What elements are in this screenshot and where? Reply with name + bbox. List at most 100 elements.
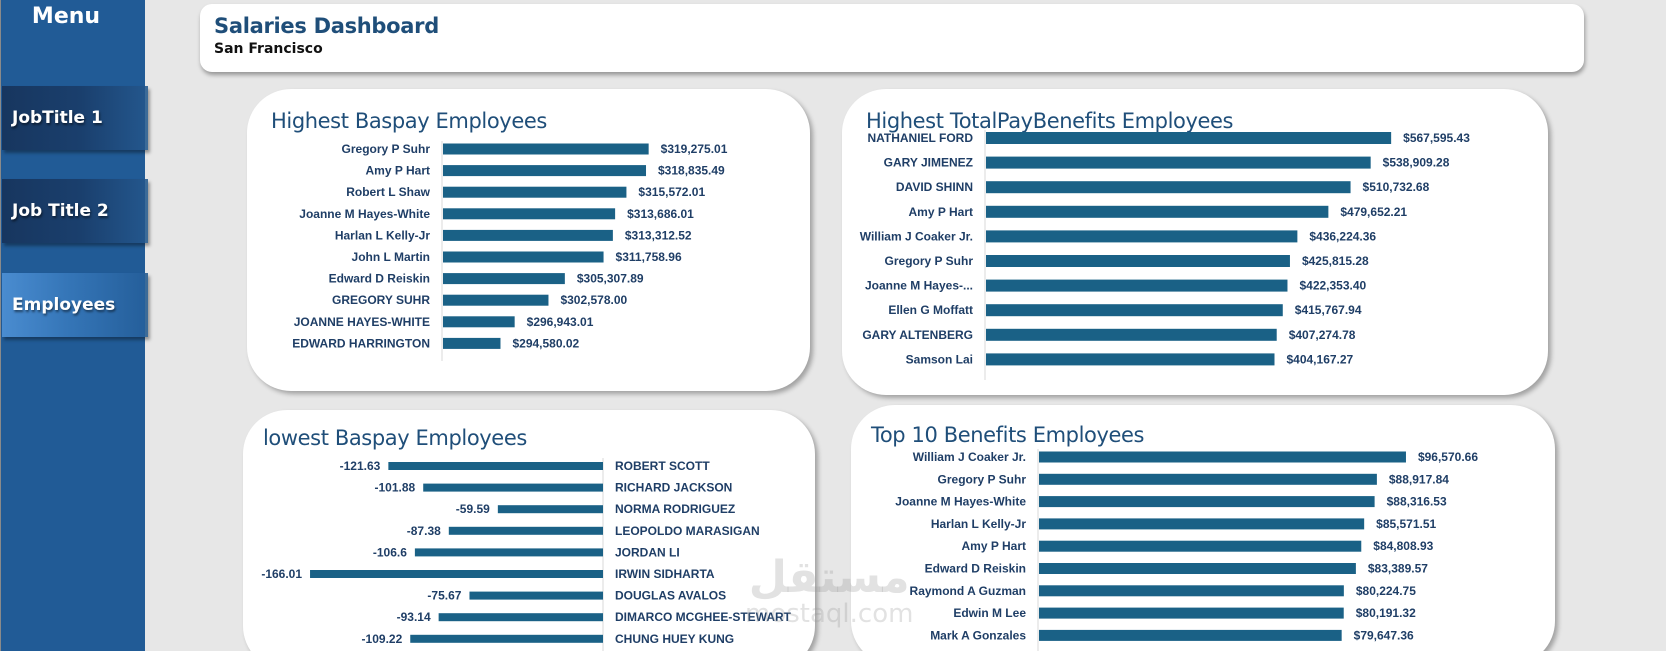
chart-lowest-basepay: ROBERT SCOTT -121.63 RICHARD JACKSON -101.8… (261, 458, 792, 651)
category-label: Joanne M Hayes-White (299, 207, 430, 221)
category-label: GREGORY SUHR (332, 293, 430, 307)
category-label: Harlan L Kelly-Jr (931, 517, 1026, 531)
chart-card-highest-totalpaybenefits: Highest TotalPayBenefits Employees NATHA… (842, 89, 1548, 395)
bar (443, 251, 604, 263)
category-label: Ellen G Moffatt (888, 303, 973, 317)
data-label: $79,647.36 (1354, 628, 1414, 642)
nav-button-jobtitle-1[interactable]: JobTitle 1 (2, 86, 148, 150)
bar (410, 634, 603, 643)
bar (1039, 518, 1365, 530)
bar (986, 156, 1371, 169)
category-label: DOUGLAS AVALOS (615, 589, 726, 603)
category-label: Raymond A Guzman (910, 584, 1026, 598)
bar (443, 186, 627, 198)
data-label: $567,595.43 (1403, 131, 1470, 145)
category-label: Amy P Hart (909, 205, 973, 219)
category-label: DAVID SHINN (896, 180, 973, 194)
category-label: GARY ALTENBERG (862, 328, 973, 342)
nav-button-employees[interactable]: Employees (2, 273, 148, 337)
chart-title: lowest Baspay Employees (263, 426, 527, 450)
category-label: Samson Lai (906, 352, 973, 366)
bar (423, 483, 603, 492)
bar (1039, 496, 1375, 508)
data-label: $425,815.28 (1302, 254, 1369, 268)
category-label: ROBERT SCOTT (615, 459, 710, 473)
category-label: Amy P Hart (366, 164, 430, 178)
chart-title: Highest Baspay Employees (271, 109, 547, 133)
category-label: Gregory P Suhr (938, 472, 1027, 486)
nav-button-jobtitle-2[interactable]: Job Title 2 (2, 179, 148, 243)
bar (448, 526, 603, 535)
data-label: $313,686.01 (627, 207, 694, 221)
bar (438, 613, 603, 622)
bar (310, 570, 603, 578)
category-label: EDWARD HARRINGTON (292, 336, 430, 350)
bar (1039, 585, 1344, 597)
category-label: Edward D Reiskin (925, 562, 1026, 576)
chart-card-lowest-basepay: lowest Baspay Employees ROBERT SCOTT -121… (243, 410, 815, 651)
bar (1039, 540, 1362, 552)
data-label: $318,835.49 (658, 164, 725, 178)
data-label: $315,572.01 (638, 185, 705, 199)
chart-title: Top 10 Benefits Employees (871, 423, 1145, 447)
bar (443, 165, 647, 177)
category-label: Joanne M Hayes-... (865, 279, 973, 293)
data-label: -93.14 (397, 610, 431, 624)
data-label: $510,732.68 (1363, 180, 1430, 194)
data-label: -121.63 (340, 459, 381, 473)
bar (986, 230, 1298, 243)
data-label: $313,312.52 (625, 228, 692, 242)
bar (1039, 629, 1342, 641)
bar (414, 548, 603, 557)
data-label: -106.6 (373, 545, 407, 559)
data-label: $415,767.94 (1295, 303, 1362, 317)
bar (986, 181, 1351, 194)
bar (443, 294, 549, 306)
data-label: $80,191.32 (1356, 606, 1416, 620)
chart-highest-basepay: Gregory P Suhr $319,275.01 Amy P Hart $318,… (292, 141, 728, 361)
bar (986, 255, 1290, 267)
data-label: $85,571.51 (1376, 517, 1436, 531)
bar (497, 505, 603, 514)
bar (986, 304, 1283, 317)
data-label: -101.88 (375, 481, 416, 495)
category-label: Robert L Shaw (346, 185, 430, 199)
category-label: Gregory P Suhr (342, 142, 431, 156)
data-label: $407,274.78 (1289, 328, 1356, 342)
category-label: William J Coaker Jr. (913, 450, 1026, 464)
category-label: DIMARCO MCGHEE-STEWART (615, 610, 792, 624)
data-label: -87.38 (407, 524, 441, 538)
category-label: CHUNG HUEY KUNG (615, 632, 734, 646)
category-label: IRWIN SIDHARTA (615, 567, 715, 581)
bar (443, 316, 515, 328)
data-label: $83,389.57 (1368, 562, 1428, 576)
category-label: Harlan L Kelly-Jr (335, 228, 430, 242)
header-card: Salaries Dashboard San Francisco (200, 4, 1584, 72)
category-label: JOANNE HAYES-WHITE (294, 315, 430, 329)
data-label: -109.22 (362, 632, 403, 646)
chart-card-top-benefits: Top 10 Benefits Employees William J Coak… (851, 405, 1555, 651)
menu-title: Menu (31, 4, 101, 29)
nav-button-label: Job Title 2 (12, 201, 109, 221)
category-label: NORMA RODRIGUEZ (615, 502, 735, 516)
data-label: $88,316.53 (1387, 495, 1447, 509)
category-label: Amy P Hart (962, 539, 1026, 553)
chart-card-highest-basepay: Highest Baspay Employees Gregory P Suhr $… (247, 89, 810, 391)
data-label: $404,167.27 (1286, 352, 1353, 366)
category-label: LEOPOLDO MARASIGAN (615, 524, 760, 538)
nav-button-label: JobTitle 1 (12, 108, 103, 128)
bar (388, 462, 603, 470)
data-label: $436,224.36 (1309, 229, 1376, 243)
nav-button-label: Employees (12, 295, 116, 315)
bar (986, 132, 1392, 144)
bar (986, 279, 1288, 292)
bar (443, 229, 613, 241)
category-label: Mark A Gonzales (930, 628, 1026, 642)
data-label: $422,353.40 (1299, 279, 1366, 293)
category-label: Edwin M Lee (953, 606, 1026, 620)
bar (1039, 563, 1356, 574)
chart-title: Highest TotalPayBenefits Employees (866, 109, 1234, 133)
page-subtitle: San Francisco (214, 41, 323, 57)
category-label: Gregory P Suhr (885, 254, 974, 268)
bar (443, 337, 501, 349)
